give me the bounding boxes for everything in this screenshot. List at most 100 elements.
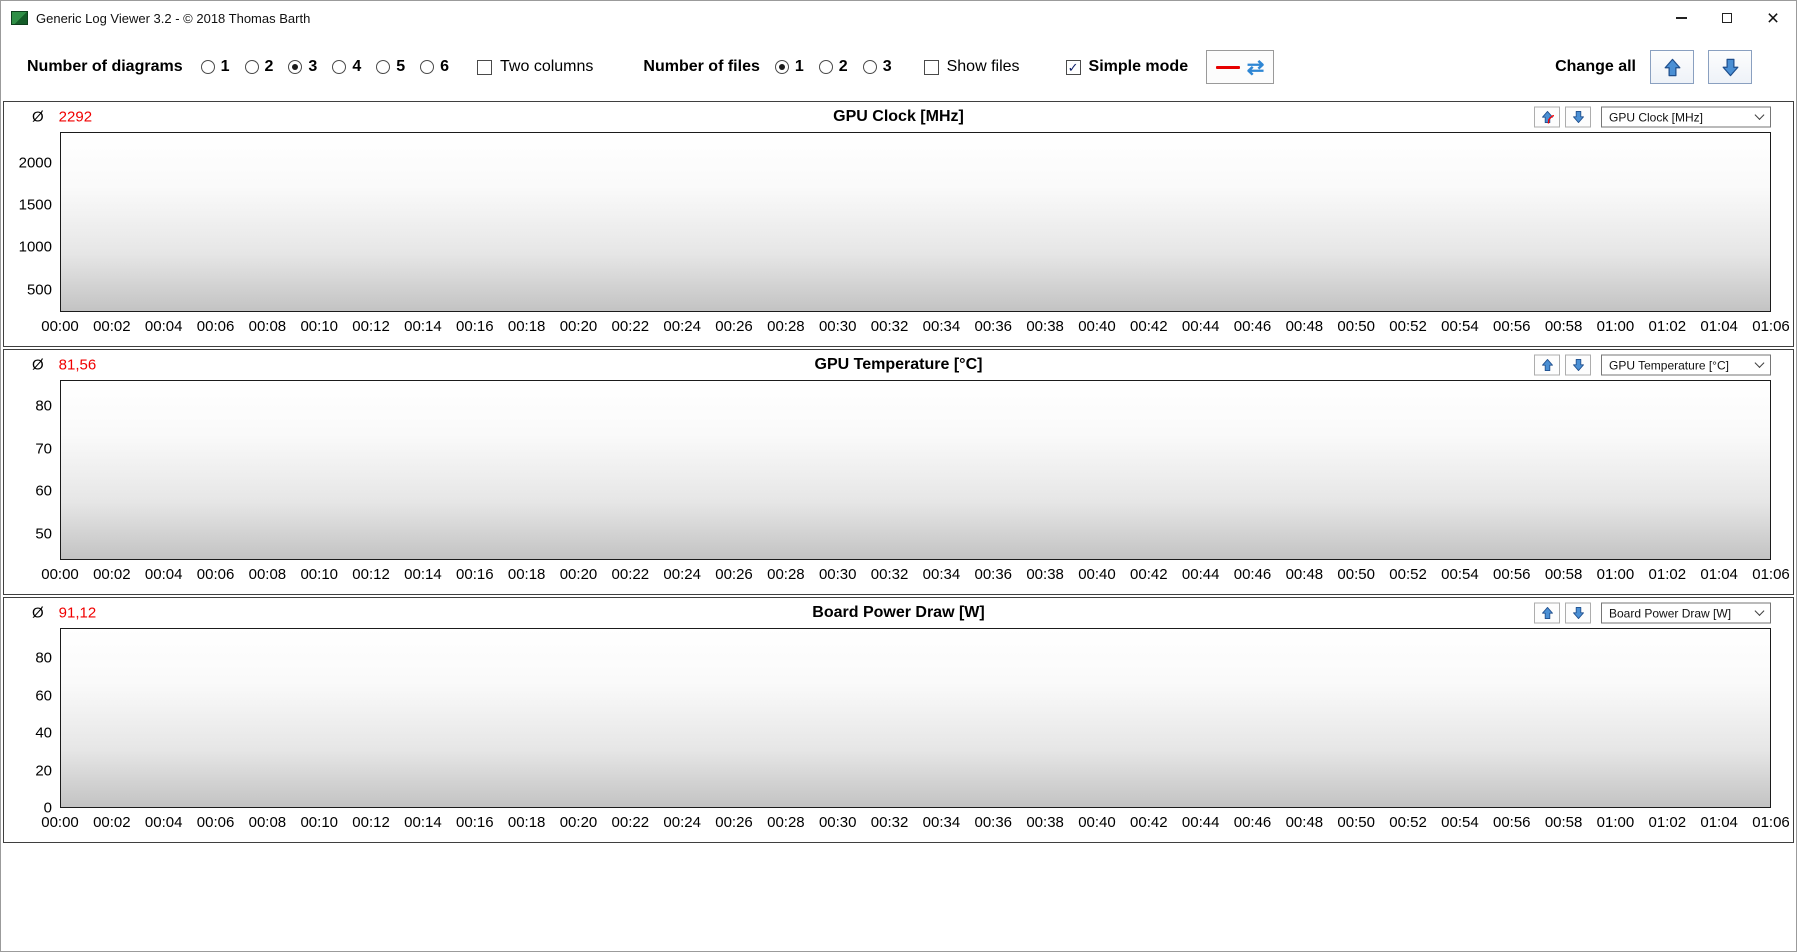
- radio-circle: [420, 60, 435, 74]
- move-chart-down-button[interactable]: [1565, 106, 1591, 128]
- chart-controls: GPU Clock [MHz]: [1534, 106, 1771, 128]
- window-title: Generic Log Viewer 3.2 - © 2018 Thomas B…: [36, 10, 311, 26]
- minimize-button[interactable]: [1658, 1, 1704, 35]
- chart-controls: GPU Temperature [°C]: [1534, 354, 1771, 376]
- chart-panels: Ø 2292 GPU Clock [MHz] GPU Clock [MHz] 2…: [1, 99, 1796, 843]
- window-controls: ×: [1658, 1, 1796, 35]
- maximize-button[interactable]: [1704, 1, 1750, 35]
- radio-files-3[interactable]: 3: [862, 58, 892, 76]
- change-all-label: Change all: [1555, 58, 1636, 75]
- y-axis: 80 60 40 20 0: [4, 628, 60, 817]
- move-chart-down-button[interactable]: [1565, 354, 1591, 376]
- x-tick-label: 00:24: [663, 318, 701, 335]
- x-axis: 00:00 00:02 00:04 00:06 00:08 00:10 00:12 00:14…: [41, 812, 1790, 842]
- radio-files-1[interactable]: 1: [774, 58, 804, 76]
- x-tick-label: 00:56: [1492, 566, 1531, 583]
- radio-diagrams-5[interactable]: 5: [376, 58, 405, 76]
- checkbox-box-checked: ✓: [1065, 59, 1081, 75]
- x-tick-label: 00:22: [611, 318, 650, 335]
- two-columns-checkbox[interactable]: Two columns: [477, 58, 593, 76]
- x-tick-label: 00:16: [456, 318, 494, 335]
- x-tick-label: 00:04: [144, 566, 183, 583]
- x-tick-label: 00:32: [870, 814, 909, 831]
- radio-diagrams-1[interactable]: 1: [200, 58, 230, 76]
- x-tick-label: 00:50: [1337, 318, 1375, 335]
- average-readout: Ø 81,56: [32, 357, 96, 374]
- move-chart-up-button[interactable]: [1534, 354, 1560, 376]
- change-all-up-button[interactable]: [1650, 50, 1694, 84]
- arrow-down-icon: [1572, 359, 1584, 371]
- x-tick-label: 00:52: [1389, 318, 1427, 335]
- signal-select-value: GPU Temperature [°C]: [1609, 358, 1729, 372]
- x-tick-label: 00:22: [611, 566, 650, 583]
- x-tick-label: 00:44: [1181, 814, 1220, 831]
- radio-diagrams-4[interactable]: 4: [332, 58, 361, 76]
- plot-area[interactable]: [60, 628, 1771, 808]
- x-tick-label: 00:46: [1233, 318, 1272, 335]
- x-tick-label: 00:12: [352, 318, 390, 335]
- change-all-down-button[interactable]: [1708, 50, 1752, 84]
- x-tick-label: 01:04: [1700, 566, 1738, 583]
- x-tick-label: 00:38: [1026, 814, 1064, 831]
- y-tick-label: 50: [35, 525, 52, 543]
- radio-diagrams-6[interactable]: 6: [420, 58, 449, 76]
- x-tick-label: 00:48: [1285, 566, 1324, 583]
- simple-mode-checkbox[interactable]: ✓ Simple mode: [1065, 58, 1188, 76]
- x-tick-label: 00:26: [715, 814, 753, 831]
- chevron-down-icon: [1754, 358, 1765, 368]
- chart-panel-board-power: Ø 91,12 Board Power Draw [W] Board Power…: [3, 597, 1794, 843]
- line-style-refresh-button[interactable]: ⇄: [1206, 50, 1275, 84]
- plot-area[interactable]: [60, 380, 1771, 560]
- x-tick-label: 01:06: [1752, 566, 1790, 583]
- x-tick-label: 01:00: [1596, 814, 1635, 831]
- x-tick-label: 00:22: [611, 814, 650, 831]
- app-icon: [11, 11, 28, 25]
- x-tick-label: 00:40: [1078, 318, 1116, 335]
- x-tick-label: 00:26: [715, 318, 753, 335]
- arrow-down-icon: [1722, 58, 1738, 76]
- arrow-down-icon: [1572, 607, 1584, 619]
- signal-select[interactable]: GPU Clock [MHz]: [1601, 106, 1771, 128]
- x-tick-label: 01:02: [1648, 566, 1687, 583]
- chart-body: 80 70 60 50: [4, 380, 1793, 560]
- signal-select[interactable]: Board Power Draw [W]: [1601, 602, 1771, 624]
- minimize-icon: [1675, 17, 1687, 19]
- y-tick-label: 0: [43, 799, 52, 817]
- x-tick-label: 00:12: [352, 566, 390, 583]
- chart-controls: Board Power Draw [W]: [1534, 602, 1771, 624]
- radio-files-2[interactable]: 2: [818, 58, 848, 76]
- x-tick-label: 00:42: [1130, 318, 1168, 335]
- x-tick-label: 01:00: [1596, 318, 1635, 335]
- x-tick-label: 00:40: [1078, 566, 1116, 583]
- signal-select[interactable]: GPU Temperature [°C]: [1601, 354, 1771, 376]
- x-tick-label: 00:40: [1078, 814, 1116, 831]
- x-tick-label: 00:14: [404, 318, 442, 335]
- arrow-up-icon: [1541, 111, 1554, 124]
- radio-diagrams-2[interactable]: 2: [244, 58, 273, 76]
- move-chart-up-button[interactable]: [1534, 106, 1560, 128]
- x-tick-label: 00:36: [974, 814, 1013, 831]
- x-tick-label: 00:34: [922, 318, 961, 335]
- x-tick-label: 00:06: [196, 566, 235, 583]
- x-tick-label: 00:00: [41, 566, 79, 583]
- x-tick-label: 00:38: [1026, 318, 1064, 335]
- show-files-checkbox[interactable]: Show files: [923, 58, 1020, 76]
- average-value: 2292: [58, 108, 93, 126]
- x-tick-label: 01:02: [1648, 814, 1687, 831]
- arrow-down-icon: [1572, 111, 1584, 123]
- x-tick-label: 00:12: [352, 814, 390, 831]
- x-tick-label: 00:28: [767, 318, 805, 335]
- radio-diagrams-3[interactable]: 3: [288, 58, 317, 76]
- x-tick-label: 00:28: [767, 814, 805, 831]
- plot-area[interactable]: [60, 132, 1771, 312]
- move-chart-down-button[interactable]: [1565, 602, 1591, 624]
- x-tick-label: 01:04: [1700, 318, 1738, 335]
- x-tick-label: 00:18: [507, 318, 546, 335]
- x-tick-label: 00:16: [456, 566, 494, 583]
- move-chart-up-button[interactable]: [1534, 602, 1560, 624]
- x-tick-label: 00:38: [1026, 566, 1064, 583]
- x-tick-label: 00:20: [559, 566, 598, 583]
- x-tick-label: 00:50: [1337, 814, 1375, 831]
- x-tick-label: 00:14: [404, 566, 442, 583]
- close-button[interactable]: ×: [1750, 1, 1796, 35]
